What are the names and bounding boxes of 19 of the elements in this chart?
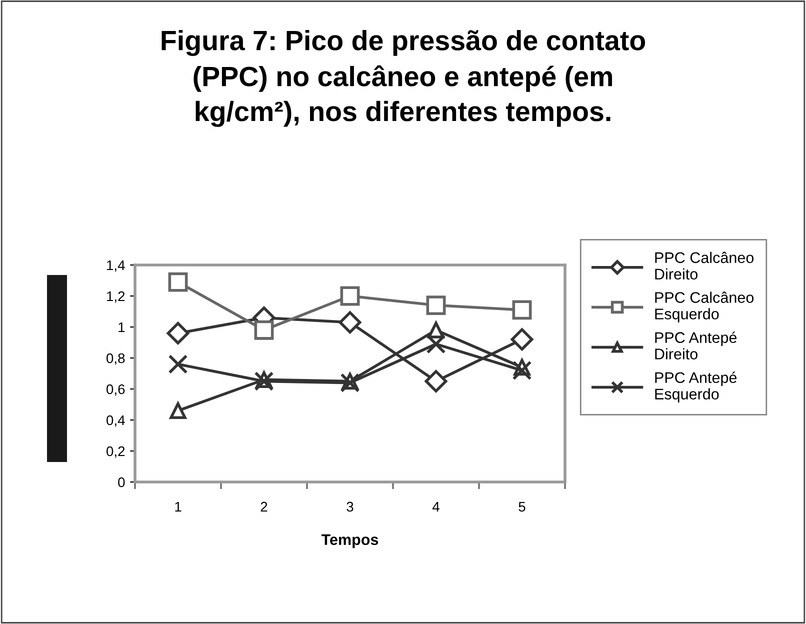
legend-label: PPC Calcâneo Esquerdo xyxy=(655,292,754,322)
y-tick-label: 1 xyxy=(118,322,125,332)
y-tick-label: 0,8 xyxy=(106,353,125,365)
legend-label: PPC Antepé Esquerdo xyxy=(655,372,737,403)
x-tick-label: 4 xyxy=(432,502,440,512)
y-tick-label: 1,4 xyxy=(107,260,125,272)
y-tick-label: 0,2 xyxy=(106,446,125,458)
y-tick-label: 0,6 xyxy=(106,384,125,396)
x-axis-title: Tempos xyxy=(321,534,378,548)
x-tick-label: 1 xyxy=(175,502,182,512)
x-tick-label: 3 xyxy=(346,502,354,512)
legend-label: PPC Calcâneo Direito xyxy=(655,252,754,280)
y-tick-label: 0 xyxy=(118,477,125,488)
x-tick-label: 5 xyxy=(518,502,526,512)
y-tick-label: 0,4 xyxy=(106,415,125,427)
legend-label: PPC Antepé Direito xyxy=(655,332,737,360)
y-tick-label: 1,2 xyxy=(107,291,125,303)
x-tick-label: 2 xyxy=(260,502,268,512)
chart-title: Figura 7: Pico de pressão de contato (PPC) no calcâneo e antepé (em kg/cm²), nos diferentes tempos. xyxy=(162,30,646,127)
